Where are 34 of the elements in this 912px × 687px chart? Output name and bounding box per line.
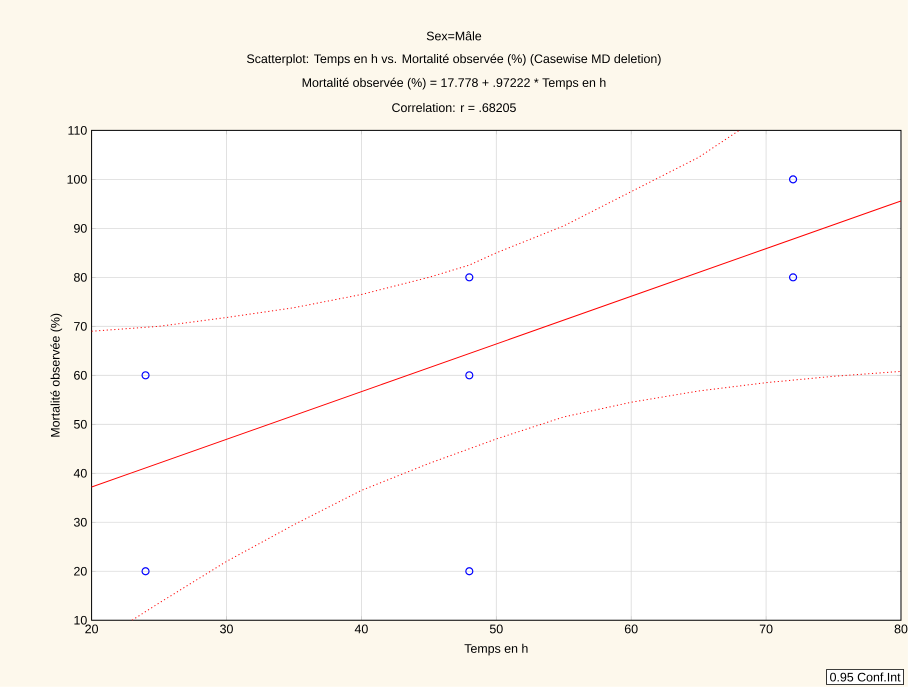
- y-tick-label: 100: [68, 175, 87, 184]
- y-tick-label: 110: [68, 126, 87, 135]
- y-tick-label: 90: [74, 224, 87, 233]
- x-tick-label: 60: [624, 624, 638, 634]
- y-tick-label: 80: [74, 273, 87, 282]
- point: [788, 175, 798, 184]
- y-tick-label: 60: [74, 370, 87, 380]
- chart-subtitle: Scatterplot: Temps en h vs. Mortalité observée (%) (Casewise MD deletion): [247, 54, 661, 66]
- x-axis-title: Temps en h: [464, 644, 528, 656]
- point: [465, 273, 474, 282]
- line-series: [92, 130, 740, 332]
- point: [465, 371, 474, 380]
- x-tick-label: 20: [85, 624, 98, 634]
- point: [465, 567, 474, 576]
- line-series: [132, 370, 901, 620]
- chart-title: Sex=Mâle: [426, 31, 482, 40]
- y-tick-label: 50: [74, 420, 87, 429]
- y-axis-title: Mortalité observée (%): [50, 314, 62, 437]
- text: Mortalité observée (%) = 17.778 + .97222 * Temps en h: [302, 78, 606, 90]
- y-tick-label: 10: [74, 616, 87, 625]
- point: [141, 567, 150, 576]
- x-tick-label: 80: [894, 624, 908, 634]
- point: [141, 371, 150, 380]
- point: [788, 273, 798, 282]
- x-tick-label: 40: [354, 624, 368, 634]
- x-tick-label: 30: [220, 624, 233, 634]
- text: Correlation: r = .68205: [392, 102, 516, 112]
- y-tick-label: 30: [74, 518, 87, 527]
- x-tick-label: 50: [490, 624, 503, 634]
- x-tick-label: 70: [760, 624, 772, 634]
- y-tick-label: 20: [74, 566, 87, 576]
- y-tick-label: 70: [74, 322, 87, 331]
- text: 0.95 Conf.Int: [830, 672, 900, 682]
- y-tick-label: 40: [74, 468, 87, 478]
